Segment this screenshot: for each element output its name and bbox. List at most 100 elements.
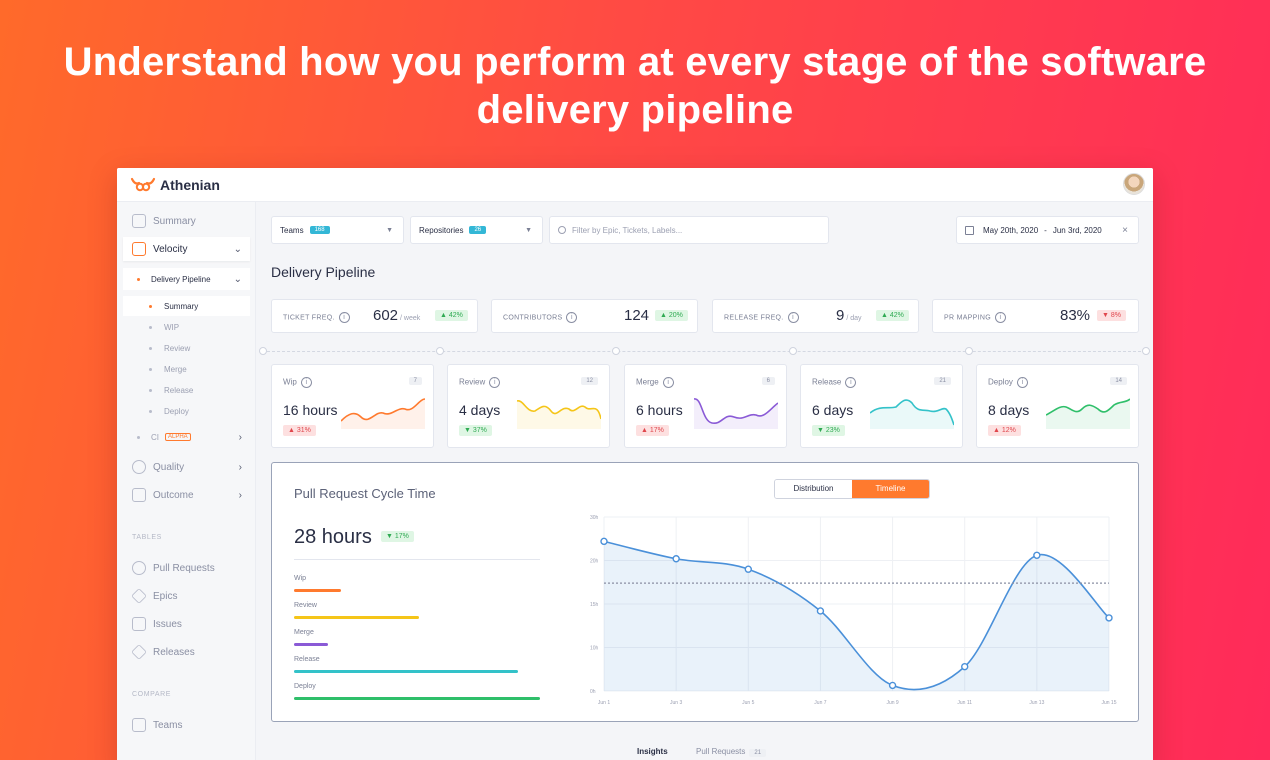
sidebar: Summary Velocity ⌄ Delivery Pipeline ⌄ S… [117, 202, 256, 760]
stage-label-wrap: Deploy i [988, 377, 1028, 388]
sidebar-subitem-review[interactable]: Review [123, 338, 250, 358]
info-icon[interactable]: i [662, 377, 674, 388]
tab-count: 21 [749, 749, 767, 757]
timeline-dot [789, 347, 797, 355]
stage-card-wip[interactable]: Wip i 7 16 hours ▲ 31% [271, 364, 434, 448]
repositories-filter[interactable]: Repositories 26 ▼ [410, 216, 543, 244]
kpi-label: CONTRIBUTORS [503, 314, 563, 322]
headline: Understand how you perform at every stag… [63, 40, 1207, 132]
stage-label: Wip [283, 377, 297, 387]
sidebar-subitem-summary[interactable]: Summary [123, 296, 250, 316]
data-point [961, 662, 969, 671]
stage-card-review[interactable]: Review i 12 4 days ▼ 37% [447, 364, 610, 448]
delta-badge: ▲ 31% [283, 425, 316, 436]
tab-pull-requests[interactable]: Pull Requests 21 [696, 747, 767, 757]
date-range-picker[interactable]: May 20th, 2020 - Jun 3rd, 2020 × [956, 216, 1139, 244]
timeline-dot [965, 347, 973, 355]
stage-card-merge[interactable]: Merge i 6 6 hours ▲ 17% [624, 364, 787, 448]
sidebar-item-issues[interactable]: Issues [123, 612, 250, 636]
sidebar-item-quality[interactable]: Quality › [123, 455, 250, 479]
toggle-distribution[interactable]: Distribution [775, 480, 852, 498]
y-tick-label: 0h [590, 689, 596, 695]
stage-count: 7 [408, 377, 422, 385]
sidebar-item-teams[interactable]: Teams [123, 713, 250, 737]
breakdown-label: Merge [294, 629, 314, 636]
sidebar-item-velocity[interactable]: Velocity ⌄ [123, 237, 250, 261]
sparkline-review [517, 400, 601, 429]
sidebar-item-epics[interactable]: Epics [123, 584, 250, 608]
sidebar-subitem-release[interactable]: Release [123, 380, 250, 400]
logo[interactable]: Athenian [130, 176, 220, 194]
athenian-logo-icon [130, 177, 156, 192]
sidebar-item-label: Delivery Pipeline [151, 274, 211, 284]
sidebar-subitem-merge[interactable]: Merge [123, 359, 250, 379]
sidebar-item-label: CI [151, 432, 159, 442]
sidebar-item-delivery-pipeline[interactable]: Delivery Pipeline ⌄ [123, 268, 250, 290]
stage-value: 6 days [812, 402, 854, 418]
timeline-dot [259, 347, 267, 355]
alpha-badge: ALPHA [165, 433, 191, 441]
kpi-unit: / week [400, 315, 421, 322]
info-icon[interactable]: i [300, 377, 312, 388]
sidebar-item-summary[interactable]: Summary [123, 209, 250, 233]
stage-count: 21 [934, 377, 951, 385]
delta-badge: ▼ 17% [381, 531, 414, 542]
kpi-label-wrap: RELEASE FREQ. i [724, 312, 799, 323]
x-tick-label: Jun 1 [598, 700, 610, 706]
delta-badge: ▲ 42% [876, 310, 909, 321]
teams-filter[interactable]: Teams 168 ▼ [271, 216, 404, 244]
chevron-down-icon: ⌄ [233, 243, 242, 255]
toggle-timeline[interactable]: Timeline [852, 480, 929, 498]
info-icon[interactable]: i [566, 312, 578, 323]
sidebar-subitem-label: Summary [164, 301, 199, 311]
bullet-icon [149, 409, 152, 413]
stage-value: 4 days [459, 402, 501, 418]
pr-cycle-time-panel: Pull Request Cycle Time Distribution Tim… [271, 462, 1139, 722]
bullet-icon [149, 304, 152, 308]
kpi-card: RELEASE FREQ. i 9/ day ▲ 42% [712, 299, 919, 333]
stage-card-release[interactable]: Release i 21 6 days ▼ 23% [800, 364, 963, 448]
top-bar: Athenian [117, 168, 1153, 202]
info-icon[interactable]: i [489, 377, 501, 388]
calendar-icon [965, 225, 974, 235]
x-tick-label: Jun 9 [886, 700, 898, 706]
sidebar-subitem-deploy[interactable]: Deploy [123, 401, 250, 421]
delta-badge: ▼ 8% [1097, 310, 1126, 321]
x-tick-label: Jun 7 [814, 700, 826, 706]
kpi-card: TICKET FREQ. i 602/ week ▲ 42% [271, 299, 478, 333]
kpi-number: 9 [836, 307, 845, 324]
teams-filter-label: Teams [280, 225, 304, 235]
sidebar-item-releases[interactable]: Releases [123, 640, 250, 664]
data-point [600, 537, 608, 546]
info-icon[interactable]: i [338, 312, 350, 323]
bullet-icon [149, 346, 152, 350]
series-area [604, 541, 1109, 691]
stage-count: 12 [581, 377, 598, 385]
info-icon[interactable]: i [845, 377, 857, 388]
kpi-number: 83% [1060, 307, 1091, 324]
info-icon[interactable]: i [1016, 377, 1028, 388]
kpi-card: PR MAPPING i 83% ▼ 8% [932, 299, 1139, 333]
info-icon[interactable]: i [994, 312, 1006, 323]
avatar[interactable] [1123, 173, 1145, 195]
info-icon[interactable]: i [787, 312, 799, 323]
x-tick-label: Jun 5 [742, 700, 754, 706]
sparkline-deploy [1046, 398, 1130, 429]
stage-card-deploy[interactable]: Deploy i 14 8 days ▲ 12% [976, 364, 1139, 448]
tab-insights[interactable]: Insights [637, 747, 668, 756]
date-from: May 20th, 2020 [983, 225, 1039, 235]
kpi-label: RELEASE FREQ. [724, 314, 784, 322]
data-point [816, 607, 825, 615]
data-point [744, 565, 752, 573]
sidebar-item-pull-requests[interactable]: Pull Requests [123, 556, 250, 580]
kpi-value: 9/ day [836, 307, 862, 324]
section-heading-compare: COMPARE [132, 691, 172, 698]
search-input[interactable]: Filter by Epic, Tickets, Labels... [549, 216, 829, 244]
sidebar-subitem-wip[interactable]: WIP [123, 317, 250, 337]
kpi-number: 602 [373, 307, 399, 324]
grid-icon [132, 242, 146, 256]
sidebar-item-outcome[interactable]: Outcome › [123, 483, 250, 507]
teams-icon [132, 718, 146, 732]
close-icon[interactable]: × [1122, 224, 1128, 236]
sidebar-item-ci[interactable]: CI ALPHA › [123, 427, 250, 447]
